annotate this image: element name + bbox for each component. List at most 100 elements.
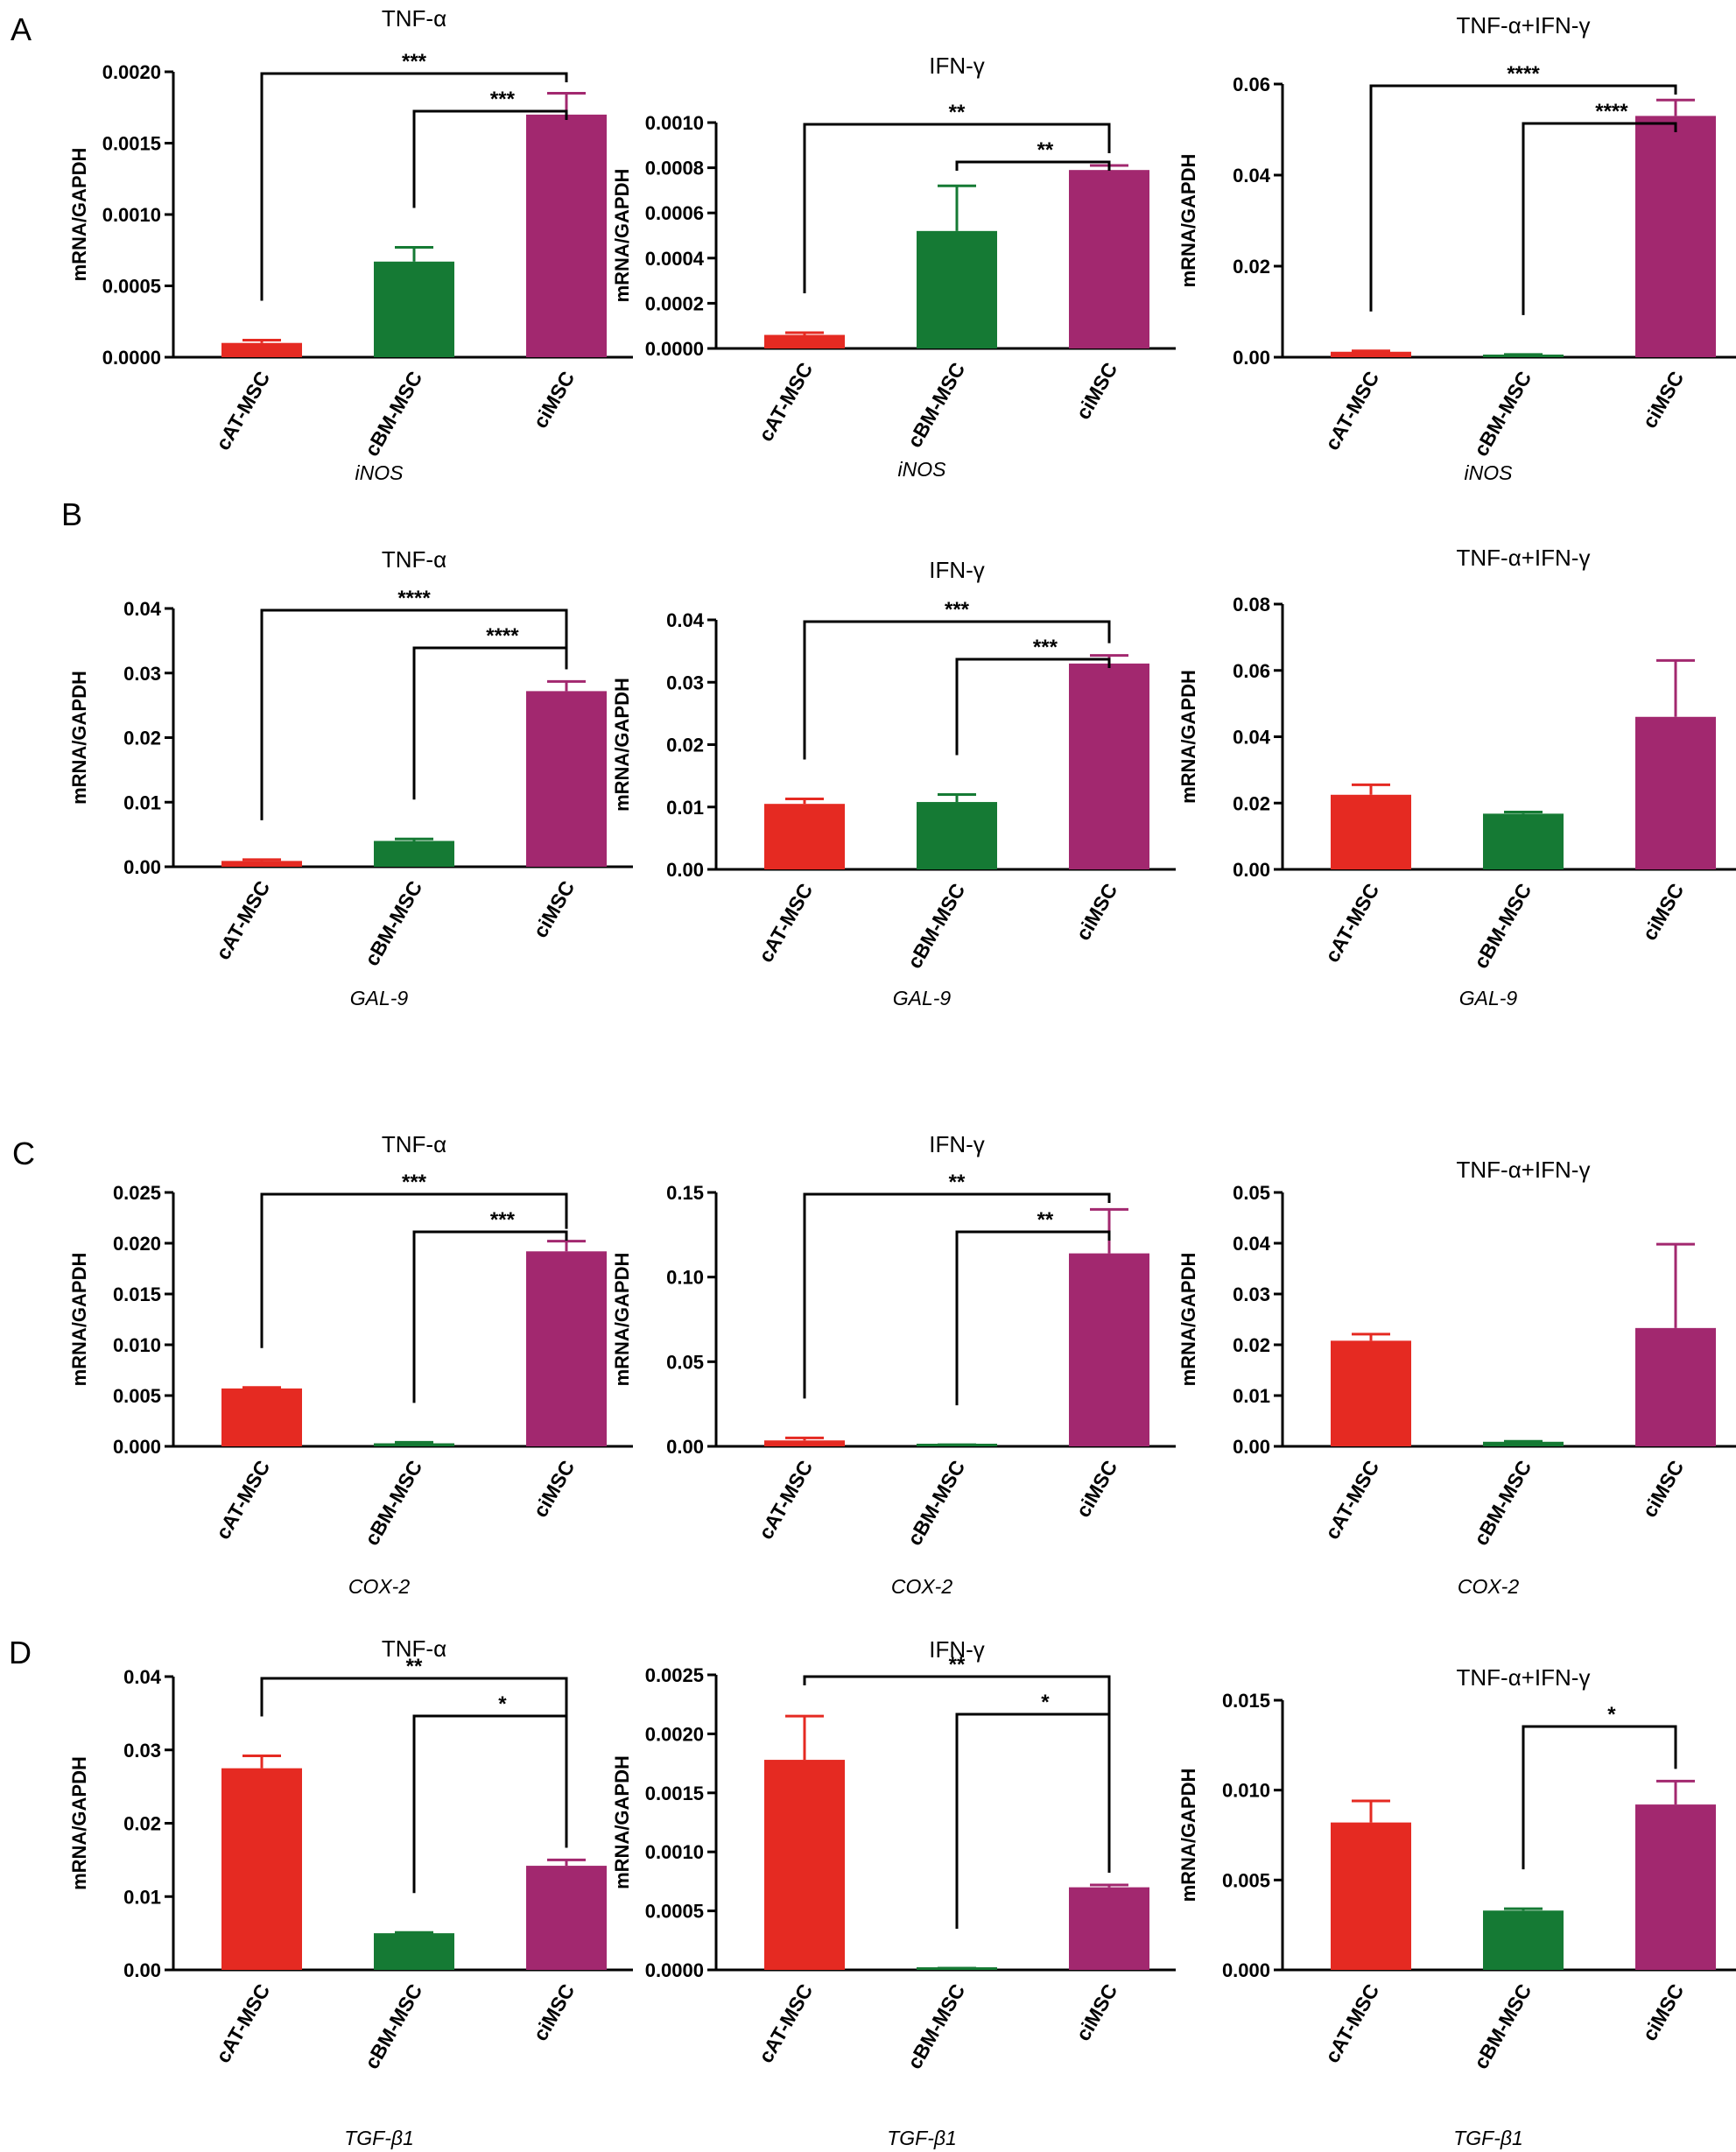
y-tick-label: 0.05 — [666, 1351, 704, 1373]
y-tick-label: 0.00 — [666, 859, 704, 881]
category-label: cAT-MSC — [1320, 1980, 1383, 2067]
y-tick-label: 0.000 — [1222, 1959, 1270, 1981]
significance-bracket — [260, 608, 568, 820]
y-tick-label: 0.06 — [1233, 660, 1270, 682]
bar-cimsc — [1069, 1887, 1149, 1970]
gene-label: COX-2 — [348, 1575, 411, 1598]
chart-panel: TNF-α+IFN-γ mRNA/GAPDH 0.00 0.01 0.02 0.03 0.0… — [1177, 1157, 1736, 1598]
bar-cat-msc — [221, 861, 302, 867]
y-tick-label: 0.015 — [1222, 1690, 1270, 1712]
significance-label: ** — [949, 1171, 966, 1194]
significance-bracket — [1369, 84, 1677, 312]
chart-panel: TNF-α mRNA/GAPDH 0.00 0.01 0.02 0.03 0.04 cAT-M… — [68, 546, 633, 1009]
category-label: cBM-MSC — [1469, 1980, 1536, 2073]
significance-bracket — [260, 1192, 568, 1348]
bar-cat-msc — [221, 342, 302, 357]
y-tick-label: 0.10 — [666, 1267, 704, 1289]
significance-bracket — [955, 160, 1111, 171]
chart-title: TNF-α — [382, 546, 446, 573]
y-tick-label: 0.01 — [123, 791, 161, 813]
significance-bracket — [955, 1230, 1111, 1406]
y-tick-label: 0.0025 — [645, 1664, 704, 1686]
y-tick-label: 0.04 — [123, 598, 162, 620]
category-label: ciMSC — [529, 1980, 580, 2045]
bar-cbm-msc — [374, 261, 454, 357]
bar-cbm-msc — [1483, 355, 1564, 357]
chart-panel: IFN-γ mRNA/GAPDH 0.0000 0.0002 0.0004 0.0006 0… — [611, 53, 1176, 481]
significance-bracket — [955, 658, 1111, 756]
bar-cimsc — [526, 691, 607, 867]
gene-label: GAL-9 — [893, 987, 952, 1009]
y-tick-label: 0.04 — [123, 1666, 162, 1688]
chart-title: TNF-α+IFN-γ — [1457, 1157, 1591, 1183]
bar-cbm-msc — [1483, 1441, 1564, 1446]
bar-cimsc — [1635, 1804, 1716, 1970]
row-label-b: B — [61, 496, 82, 532]
y-tick-label: 0.01 — [123, 1886, 161, 1908]
chart-panel: TNF-α+IFN-γ mRNA/GAPDH 0.00 0.02 0.04 0.06 cAT… — [1177, 12, 1736, 484]
y-tick-label: 0.0020 — [645, 1723, 704, 1745]
y-tick-label: 0.005 — [1222, 1869, 1270, 1891]
gene-label: iNOS — [355, 461, 404, 484]
bar-cat-msc — [764, 334, 845, 348]
category-label: cAT-MSC — [1320, 1457, 1383, 1544]
significance-bracket — [412, 1714, 568, 1894]
row-label-a: A — [11, 11, 32, 47]
row-label-d: D — [9, 1635, 32, 1670]
bar-cat-msc — [221, 1768, 302, 1970]
y-tick-label: 0.04 — [666, 609, 705, 631]
category-label: ciMSC — [529, 877, 580, 942]
category-label: cAT-MSC — [211, 1980, 274, 2067]
y-tick-label: 0.0005 — [102, 276, 161, 298]
category-label: cBM-MSC — [1469, 1457, 1536, 1550]
significance-label: ** — [949, 101, 966, 124]
y-tick-label: 0.02 — [1233, 256, 1270, 278]
y-tick-label: 0.025 — [113, 1182, 161, 1204]
y-tick-label: 0.01 — [666, 797, 704, 819]
chart-title: IFN-γ — [929, 1131, 985, 1157]
y-tick-label: 0.0020 — [102, 61, 161, 83]
category-label: ciMSC — [1072, 1457, 1122, 1522]
significance-label: *** — [490, 1208, 516, 1232]
category-label: cBM-MSC — [360, 877, 426, 970]
chart-title: TNF-α — [382, 1635, 446, 1662]
y-tick-label: 0.04 — [1233, 727, 1271, 749]
bar-cat-msc — [1331, 794, 1411, 869]
chart-panel: TNF-α mRNA/GAPDH 0.00 0.01 0.02 0.03 0.04 cAT-M… — [68, 1635, 633, 2149]
y-tick-label: 0.04 — [1233, 1233, 1271, 1255]
gene-label: GAL-9 — [1459, 987, 1518, 1009]
y-tick-label: 0.08 — [1233, 594, 1270, 615]
significance-label: **** — [397, 587, 431, 610]
y-tick-label: 0.0000 — [645, 338, 704, 360]
category-label: ciMSC — [1638, 1457, 1689, 1522]
y-tick-label: 0.06 — [1233, 74, 1270, 95]
chart-panel: IFN-γ mRNA/GAPDH 0.00 0.01 0.02 0.03 0.04 cAT-M… — [611, 557, 1176, 1009]
significance-bracket — [803, 123, 1111, 293]
category-label: ciMSC — [1072, 880, 1122, 945]
bar-cimsc — [1069, 1253, 1149, 1446]
y-axis-label: mRNA/GAPDH — [611, 169, 633, 303]
bar-cbm-msc — [917, 230, 997, 348]
significance-label: * — [1607, 1703, 1616, 1727]
y-tick-label: 0.05 — [1233, 1182, 1270, 1204]
y-tick-label: 0.03 — [123, 663, 161, 685]
chart-panel: TNF-α+IFN-γ mRNA/GAPDH 0.00 0.02 0.04 0.06 0.0… — [1177, 545, 1736, 1009]
bar-cat-msc — [1331, 1340, 1411, 1446]
y-tick-label: 0.0010 — [645, 112, 704, 134]
chart-title: IFN-γ — [929, 53, 985, 79]
y-tick-label: 0.00 — [123, 1959, 161, 1981]
significance-label: ** — [949, 1653, 966, 1677]
category-label: ciMSC — [1072, 359, 1122, 424]
chart-title: TNF-α+IFN-γ — [1457, 545, 1591, 571]
category-label: cAT-MSC — [754, 1980, 817, 2067]
y-tick-label: 0.0010 — [102, 204, 161, 226]
chart-title: TNF-α+IFN-γ — [1457, 1664, 1591, 1691]
significance-bracket — [260, 72, 568, 301]
y-tick-label: 0.0000 — [645, 1959, 704, 1981]
significance-label: *** — [402, 1171, 427, 1194]
y-axis-label: mRNA/GAPDH — [68, 148, 90, 282]
category-label: cBM-MSC — [360, 1980, 426, 2073]
chart-panels: TNF-α mRNA/GAPDH 0.0000 0.0005 0.0010 0.0015 0… — [68, 5, 1736, 2149]
y-tick-label: 0.00 — [1233, 347, 1270, 369]
category-label: ciMSC — [1638, 368, 1689, 433]
